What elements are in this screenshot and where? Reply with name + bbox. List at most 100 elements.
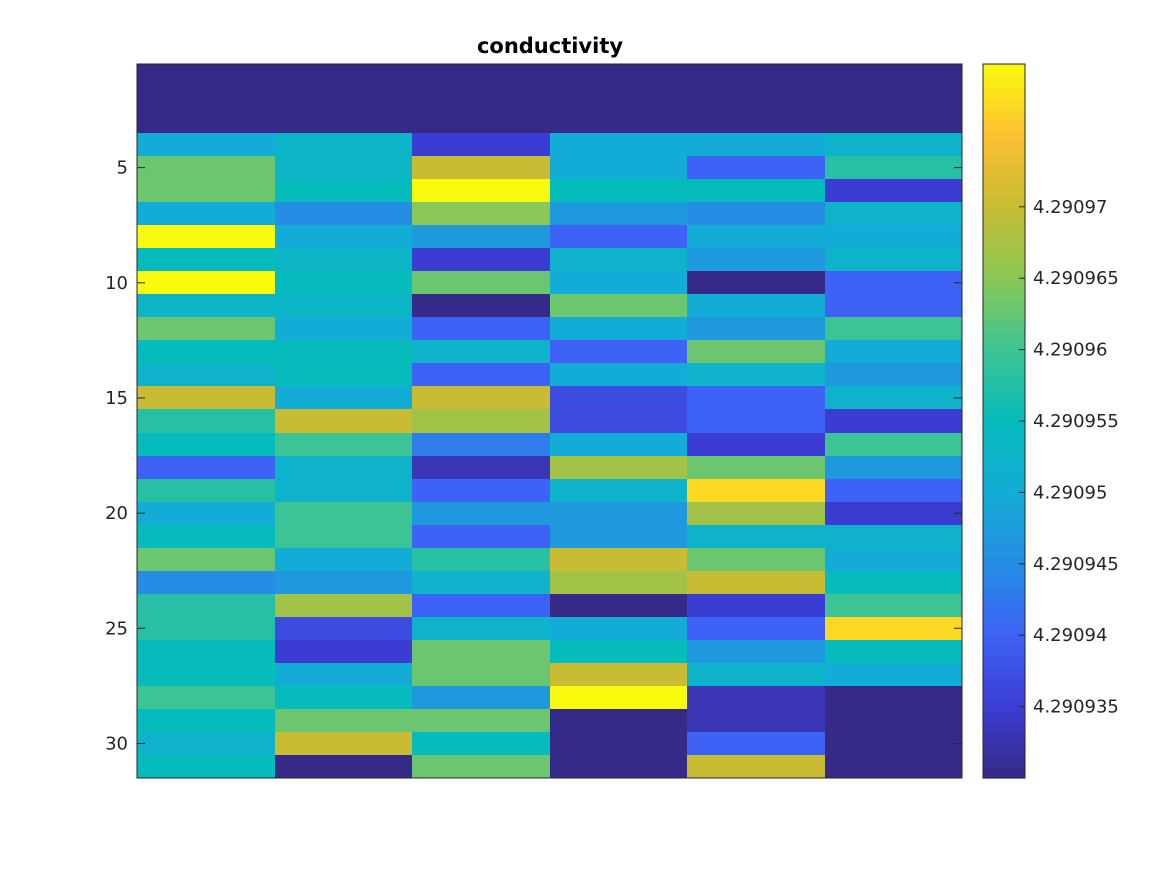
colorbar-strip bbox=[983, 320, 1025, 333]
heatmap-cell bbox=[137, 87, 276, 111]
heatmap-cell bbox=[825, 340, 963, 364]
heatmap-cell bbox=[687, 617, 826, 641]
heatmap-cell bbox=[137, 110, 276, 134]
colorbar-strip bbox=[983, 197, 1025, 210]
heatmap-cell bbox=[687, 663, 826, 687]
colorbar-strip bbox=[983, 499, 1025, 511]
heatmap-cell bbox=[550, 409, 688, 434]
heatmap-cell bbox=[550, 340, 688, 364]
heatmap-cell bbox=[687, 525, 826, 549]
heatmap-cell bbox=[275, 87, 413, 111]
heatmap-cell bbox=[137, 294, 276, 318]
heatmap-cell bbox=[550, 525, 688, 549]
heatmap-cell bbox=[825, 64, 963, 88]
heatmap-cell bbox=[412, 363, 551, 387]
heatmap-cell bbox=[137, 732, 276, 756]
heatmap-cell bbox=[275, 110, 413, 134]
heatmap-cell bbox=[412, 755, 551, 779]
colorbar-strip bbox=[983, 532, 1025, 545]
colorbar-strip bbox=[983, 130, 1025, 143]
heatmap-cell bbox=[687, 571, 826, 595]
heatmap-cell bbox=[687, 87, 826, 111]
colorbar-strip bbox=[983, 577, 1025, 589]
heatmap-cell bbox=[412, 202, 551, 226]
heatmap-cell bbox=[275, 202, 413, 226]
heatmap-cell bbox=[687, 156, 826, 180]
heatmap-cell bbox=[825, 617, 963, 641]
colorbar-strip bbox=[983, 443, 1025, 456]
heatmap-cell bbox=[825, 433, 963, 457]
heatmap-cell bbox=[825, 732, 963, 756]
heatmap-cell bbox=[137, 502, 276, 526]
heatmap-cell bbox=[687, 433, 826, 457]
colorbar-strip bbox=[983, 677, 1025, 690]
heatmap-cell bbox=[275, 156, 413, 180]
heatmap-cell bbox=[550, 502, 688, 526]
heatmap-cell bbox=[275, 271, 413, 295]
colorbar-strip bbox=[983, 666, 1025, 679]
heatmap-cell bbox=[550, 732, 688, 756]
heatmap-cell bbox=[825, 479, 963, 503]
heatmap-cell bbox=[412, 571, 551, 595]
heatmap-cell bbox=[412, 386, 551, 410]
y-tick-label: 20 bbox=[105, 503, 128, 524]
heatmap-cell bbox=[137, 317, 276, 341]
colorbar-strip bbox=[983, 309, 1025, 322]
heatmap-cell bbox=[412, 133, 551, 157]
colorbar-tick-label: 4.29097 bbox=[1033, 197, 1107, 218]
plot-frame bbox=[136, 63, 963, 779]
heatmap-cell bbox=[687, 248, 826, 272]
heatmap-cell bbox=[275, 732, 413, 756]
heatmap-cell bbox=[412, 409, 551, 434]
heatmap-cell bbox=[825, 133, 963, 157]
colorbar-strip bbox=[983, 287, 1025, 299]
colorbar-strip bbox=[983, 209, 1025, 221]
heatmap-cell bbox=[825, 110, 963, 134]
colorbar-strip bbox=[983, 510, 1025, 523]
heatmap-cell bbox=[550, 363, 688, 387]
heatmap-cell bbox=[825, 571, 963, 595]
heatmap-cell bbox=[412, 271, 551, 295]
heatmap-cell bbox=[550, 594, 688, 618]
heatmap-cell bbox=[412, 225, 551, 249]
colorbar-strip bbox=[983, 711, 1025, 723]
colorbar-strip bbox=[983, 454, 1025, 467]
heatmap-cell bbox=[137, 409, 276, 434]
heatmap-cell bbox=[275, 594, 413, 618]
y-tick-label: 25 bbox=[105, 618, 128, 639]
colorbar-strip bbox=[983, 476, 1025, 489]
heatmap-cell bbox=[275, 386, 413, 410]
heatmap-cell bbox=[137, 456, 276, 480]
colorbar-strip bbox=[983, 554, 1025, 567]
heatmap-cell bbox=[687, 479, 826, 503]
colorbar-strip bbox=[983, 398, 1025, 411]
heatmap-cell bbox=[825, 248, 963, 272]
heatmap-cell bbox=[687, 64, 826, 88]
heatmap-cell bbox=[550, 110, 688, 134]
heatmap-cell bbox=[687, 386, 826, 410]
heatmap-cell bbox=[137, 617, 276, 641]
colorbar-strip bbox=[983, 421, 1025, 433]
heatmap-cell bbox=[687, 110, 826, 134]
heatmap-cell bbox=[137, 179, 276, 203]
heatmap-cell bbox=[550, 156, 688, 180]
heatmap-cell bbox=[825, 502, 963, 526]
colorbar-strip bbox=[983, 86, 1025, 99]
heatmap-cell bbox=[825, 317, 963, 341]
heatmap-cell bbox=[687, 409, 826, 434]
heatmap-cell bbox=[275, 294, 413, 318]
heatmap-cell bbox=[275, 133, 413, 157]
heatmap-cell bbox=[412, 479, 551, 503]
heatmap-cell bbox=[412, 433, 551, 457]
heatmap-cell bbox=[412, 709, 551, 733]
heatmap-cell bbox=[275, 433, 413, 457]
heatmap-cell bbox=[550, 663, 688, 687]
colorbar-tick-label: 4.290945 bbox=[1033, 554, 1119, 575]
heatmap-cell bbox=[275, 709, 413, 733]
heatmap-cell bbox=[825, 709, 963, 733]
heatmap-cell bbox=[825, 548, 963, 572]
colorbar-strip bbox=[983, 342, 1025, 355]
colorbar-strip bbox=[983, 220, 1025, 232]
heatmap-cell bbox=[550, 755, 688, 779]
